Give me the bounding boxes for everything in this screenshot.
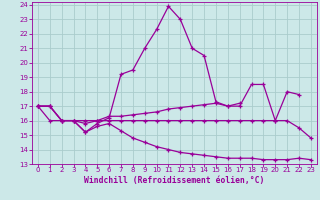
X-axis label: Windchill (Refroidissement éolien,°C): Windchill (Refroidissement éolien,°C) bbox=[84, 176, 265, 185]
